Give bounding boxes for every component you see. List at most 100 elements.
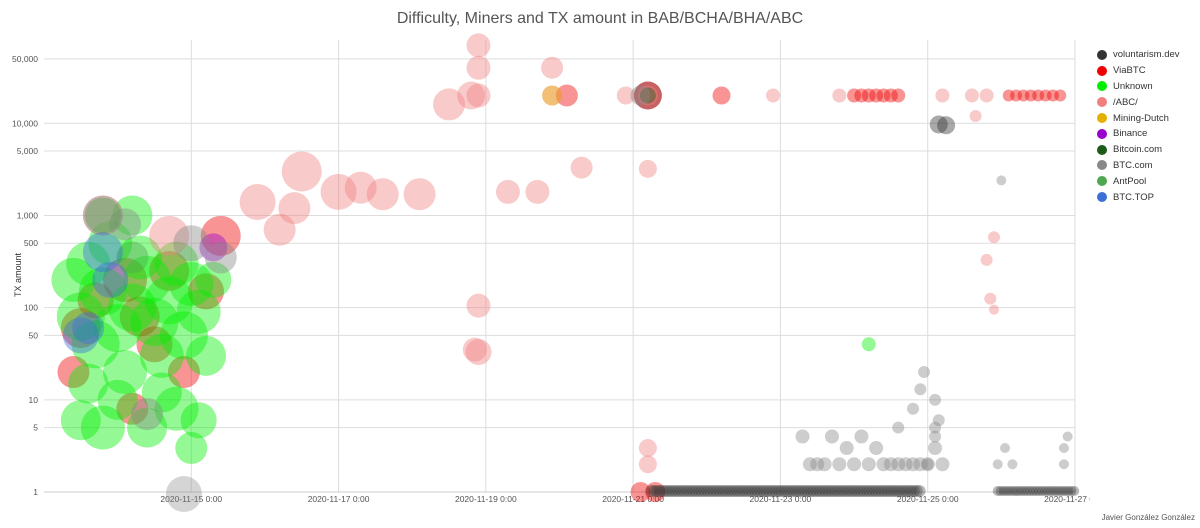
data-point-unknown [60,400,101,441]
data-point-band [890,485,903,497]
data-point-band [760,485,773,497]
data-point-viabtc [630,482,651,502]
data-point-unknown [145,276,194,325]
legend: voluntarism.dev ViaBTC Unknown/ABC/Mining-… [1097,47,1180,205]
data-point-band [1010,486,1021,496]
data-point--abc- [542,85,563,106]
data-point--abc- [980,253,993,266]
data-point-btc-com [929,430,942,443]
data-point-band [995,486,1006,496]
data-point-btc-com [795,429,810,444]
data-point-band [1069,486,1080,496]
legend-item[interactable]: BTC.TOP [1097,189,1180,205]
data-point-unknown [112,195,153,236]
data-point-btc-com [929,421,942,434]
y-tick-label: 1,000 [17,210,39,220]
data-point-unknown [66,241,111,286]
data-point--abc- [403,178,436,211]
data-point-band [798,485,811,497]
data-point-unknown [56,292,105,341]
legend-item[interactable]: Binance [1097,126,1180,142]
data-point-btc-com [992,459,1003,470]
legend-swatch [1097,113,1107,124]
x-tick-label: 2020-11-25 0:00 [897,494,959,504]
data-point-band [651,485,664,497]
data-point-band [689,485,702,497]
data-point-bitcoin-com [639,87,656,104]
legend-swatch [1097,65,1107,76]
data-point-band [786,485,799,497]
legend-label: /ABC/ [1113,96,1138,108]
chart-title: Difficulty, Miners and TX amount in BAB/… [396,10,804,27]
data-point-band [884,485,897,497]
legend-label: Bitcoin.com [1113,144,1163,156]
data-point-viabtc [116,392,149,425]
legend-item[interactable]: Mining-Dutch [1097,110,1180,126]
data-point-btc-com [832,457,847,472]
data-point--abc- [525,179,550,204]
data-point-btc-com [173,225,210,262]
data-point-unknown [175,432,208,465]
data-point-band [725,485,738,497]
legend-item[interactable]: Unknown [1097,79,1180,95]
y-tick-label: 1 [33,487,38,497]
data-point-band [675,485,688,497]
data-point-btc-com [1058,459,1069,470]
data-point-band [1048,486,1059,496]
data-point-viabtc [57,356,90,389]
legend-item[interactable]: Bitcoin.com [1097,142,1180,158]
data-point--abc- [979,88,994,103]
data-point-band [837,485,850,497]
data-point-band [842,485,855,497]
data-point-band [1057,486,1068,496]
data-point--abc- [344,171,377,204]
legend-label: ViaBTC [1113,65,1146,77]
data-point-band [1036,486,1047,496]
data-point-mining-dutch [542,85,563,106]
data-point--abc- [281,151,322,192]
data-point-btc-com [1000,443,1011,454]
data-point--abc- [433,88,466,121]
data-point-unknown [169,262,214,307]
data-point--abc- [984,292,997,305]
data-point-band [1033,486,1044,496]
data-point-band [663,485,676,497]
data-point-band [848,485,861,497]
data-point--abc- [462,337,487,362]
legend-swatch [1097,144,1107,155]
data-point-band [913,485,926,497]
legend-swatch [1097,160,1107,171]
data-point-band [1013,486,1024,496]
data-point-band [795,485,808,497]
data-point-band [801,485,814,497]
legend-item[interactable]: /ABC/ [1097,94,1180,110]
data-point-unknown [78,267,127,316]
data-point-band [895,485,908,497]
data-point-unknown [861,337,876,352]
x-tick-label: 2020-11-21 0:00 [602,494,664,504]
data-point-band [878,485,891,497]
legend-item[interactable]: voluntarism.dev [1097,47,1180,63]
data-point--abc- [466,55,491,80]
data-point--abc- [495,179,520,204]
data-point-band [730,485,743,497]
data-point-band [781,485,794,497]
data-point-band [901,485,914,497]
data-point--abc- [82,195,123,236]
data-point-band [722,485,735,497]
legend-item[interactable]: AntPool [1097,173,1180,189]
legend-item[interactable]: BTC.com [1097,158,1180,174]
x-tick-label: 2020-11-17 0:00 [308,494,370,504]
data-point--abc- [465,339,492,366]
data-point-band [1025,486,1036,496]
data-point-btc-com [861,457,876,472]
data-point-btc-com [920,457,935,472]
y-tick-label: 500 [24,238,38,248]
data-point-btc-com [876,457,891,472]
data-point--abc- [637,85,658,106]
data-point-unknown [139,333,184,378]
data-point-band [866,485,879,497]
legend-item[interactable]: ViaBTC [1097,63,1180,79]
data-point-band [792,485,805,497]
data-point--abc- [935,88,950,103]
